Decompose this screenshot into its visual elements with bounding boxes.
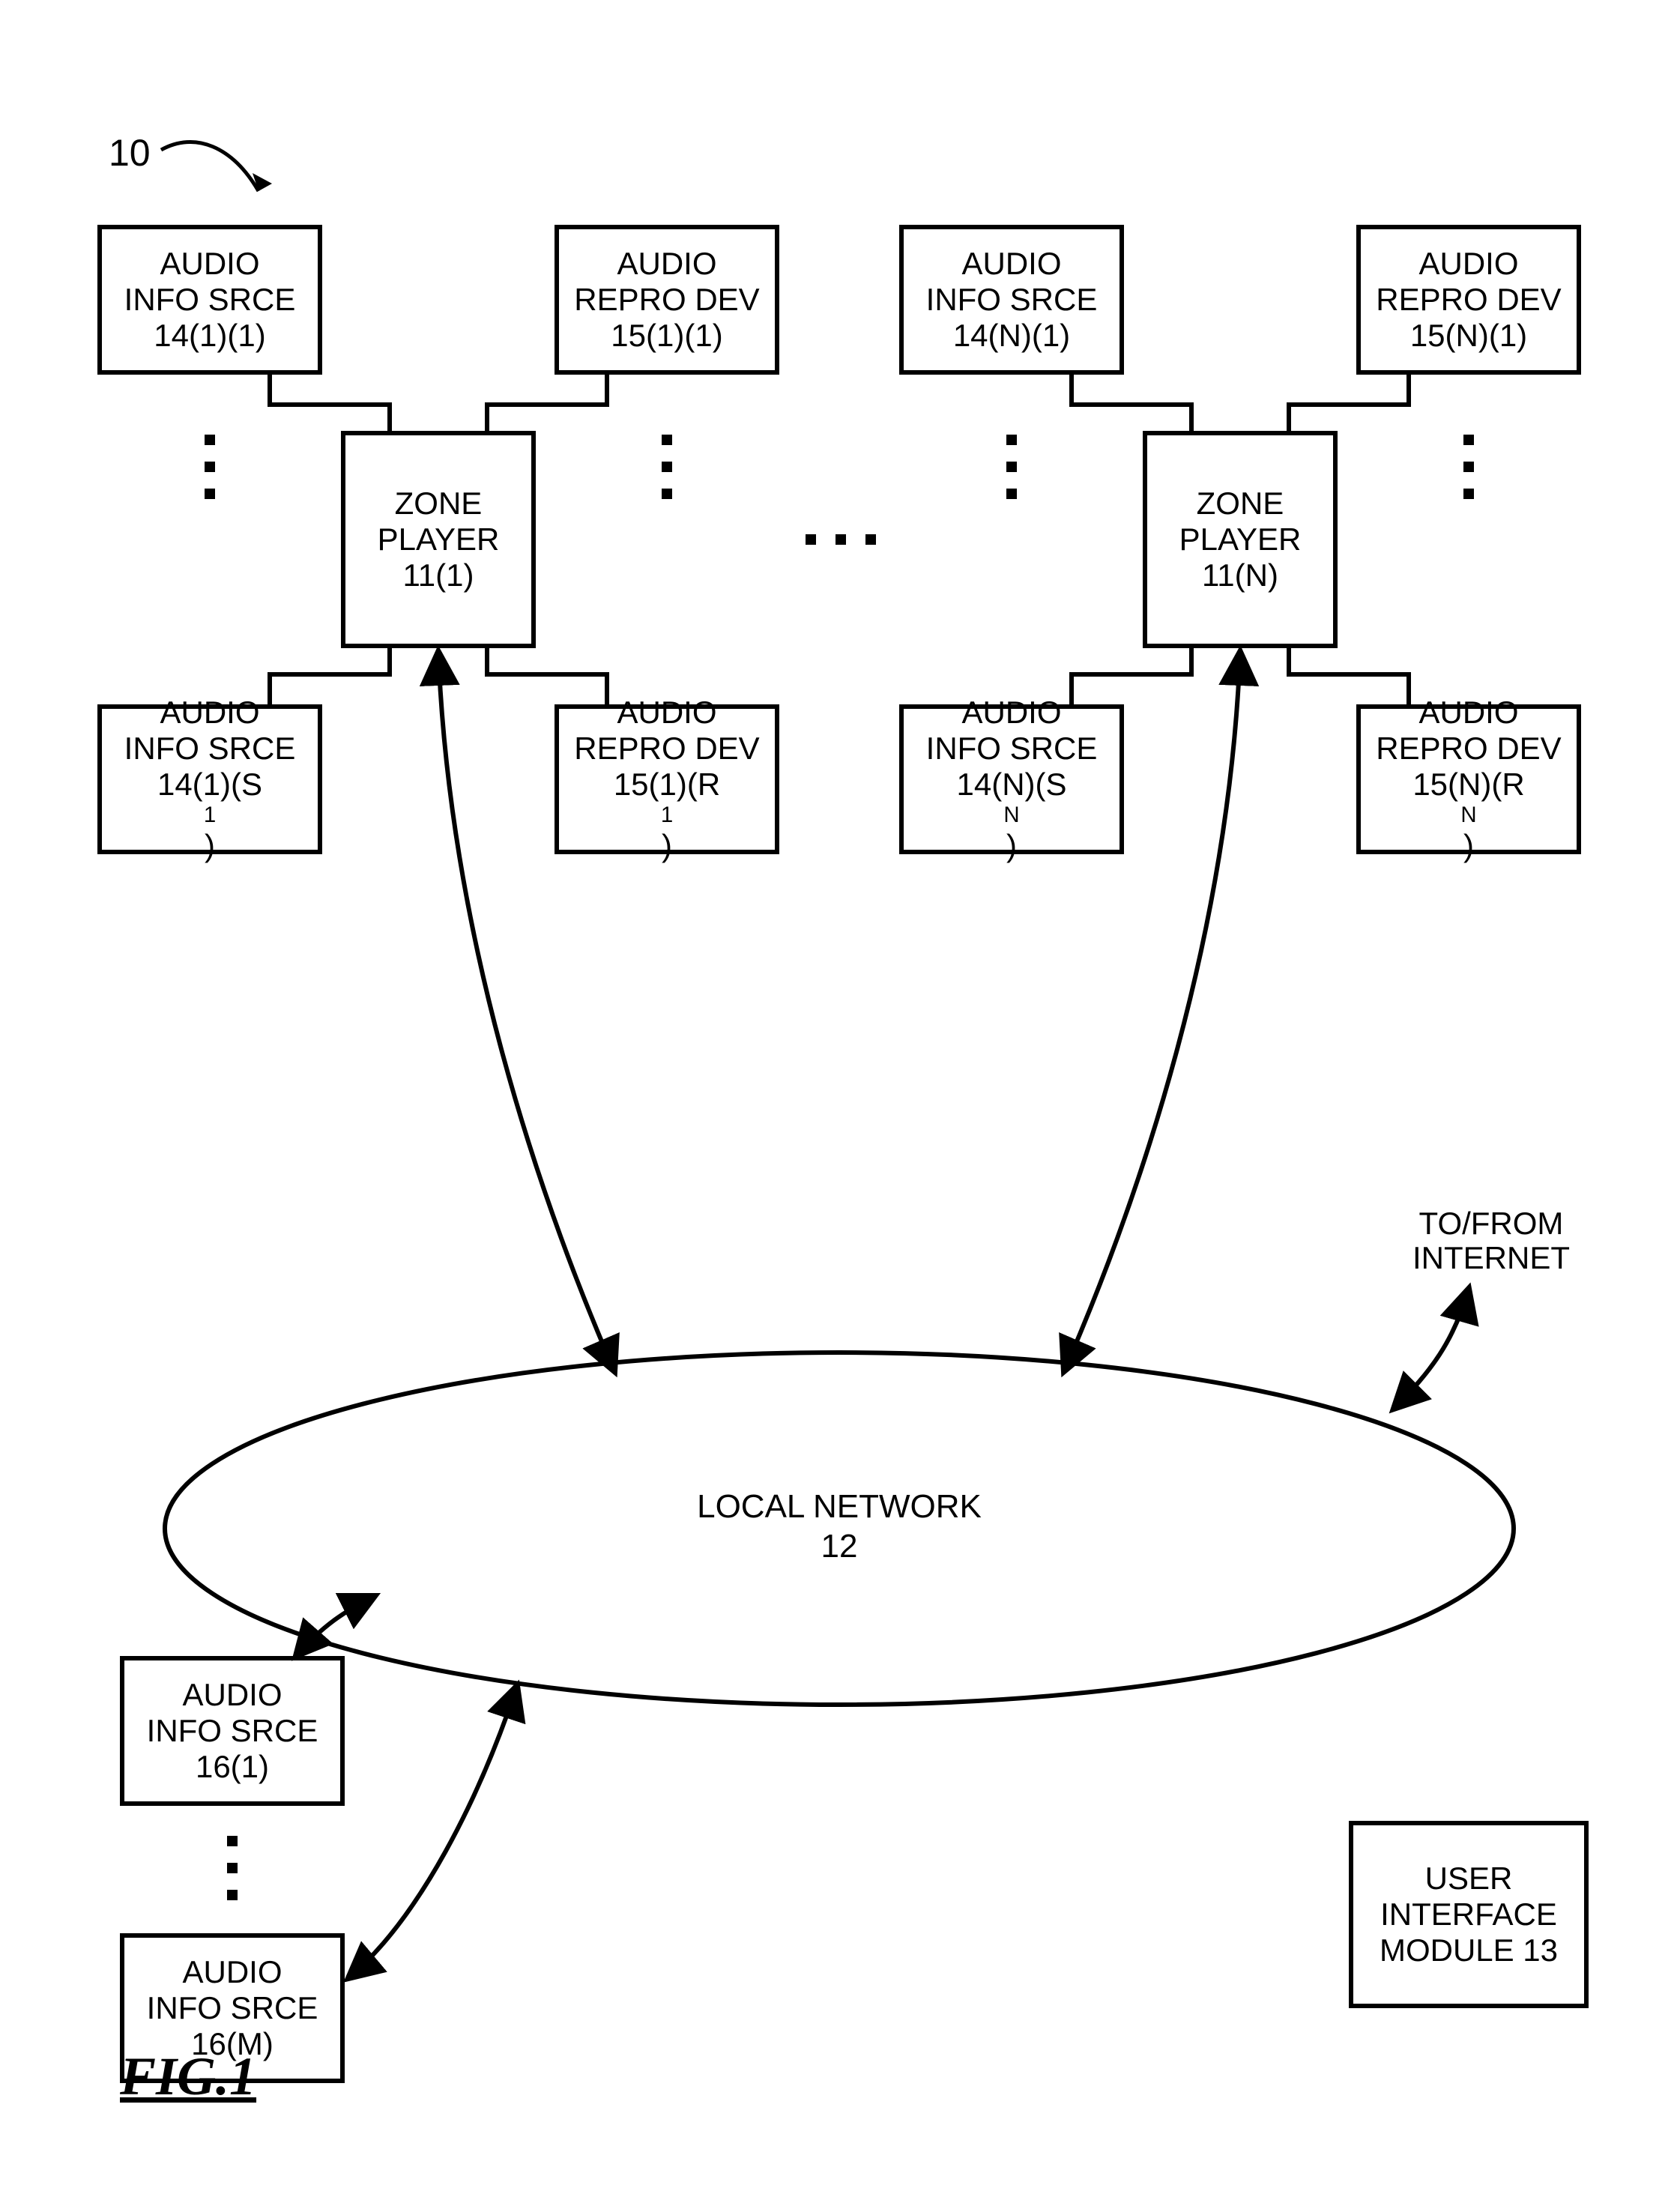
- l2: INFO SRCE: [124, 282, 296, 318]
- l2: INTERFACE: [1380, 1897, 1557, 1932]
- l3: 14(1)(1): [154, 318, 265, 354]
- l3: 14(N)(SN): [956, 767, 1066, 864]
- zone-player-n: ZONE PLAYER 11(N): [1143, 431, 1338, 648]
- l2: PLAYER: [1179, 522, 1302, 557]
- l3: 14(1)(S1): [157, 767, 262, 864]
- ln1: LOCAL NETWORK: [689, 1487, 989, 1527]
- internet-label: TO/FROM INTERNET: [1394, 1206, 1589, 1275]
- l3: 16(1): [196, 1749, 269, 1785]
- l3: MODULE 13: [1380, 1932, 1558, 1968]
- l1: AUDIO: [160, 246, 259, 282]
- l1: AUDIO: [961, 246, 1061, 282]
- l1: AUDIO: [1418, 695, 1518, 731]
- l1: ZONE: [395, 486, 483, 522]
- audio-info-srce-16-1: AUDIO INFO SRCE 16(1): [120, 1656, 345, 1806]
- hdots-between-zones: [806, 534, 876, 545]
- l1: AUDIO: [182, 1677, 282, 1713]
- l1: AUDIO: [617, 246, 716, 282]
- il1: TO/FROM: [1394, 1206, 1589, 1241]
- l3: 15(N)(RN): [1412, 767, 1524, 864]
- l1: USER: [1425, 1861, 1513, 1897]
- l2: INFO SRCE: [124, 731, 296, 767]
- l1: AUDIO: [961, 695, 1061, 731]
- local-network-label: LOCAL NETWORK 12: [689, 1487, 989, 1567]
- l2: PLAYER: [378, 522, 500, 557]
- l3: 11(1): [403, 557, 474, 593]
- l3: 15(1)(1): [611, 318, 722, 354]
- l2: REPRO DEV: [574, 731, 759, 767]
- vdots-dev-1: [662, 435, 672, 499]
- audio-info-srce-n-1: AUDIO INFO SRCE 14(N)(1): [899, 225, 1124, 375]
- audio-repro-dev-1-1: AUDIO REPRO DEV 15(1)(1): [555, 225, 779, 375]
- vdots-src-1: [205, 435, 215, 499]
- l1: AUDIO: [160, 695, 259, 731]
- figure-caption: FIG.1: [120, 2046, 256, 2108]
- l2: INFO SRCE: [147, 1990, 318, 2026]
- l2: REPRO DEV: [1376, 731, 1561, 767]
- l1: AUDIO: [182, 1954, 282, 1990]
- l3: 14(N)(1): [953, 318, 1070, 354]
- vdots-net-src: [227, 1836, 238, 1900]
- l2: REPRO DEV: [1376, 282, 1561, 318]
- l3: 15(1)(R1): [614, 767, 720, 864]
- l1: ZONE: [1197, 486, 1284, 522]
- ref-number-10: 10: [109, 131, 151, 175]
- l2: INFO SRCE: [147, 1713, 318, 1749]
- audio-info-srce-n-sn: AUDIO INFO SRCE 14(N)(SN): [899, 704, 1124, 854]
- il2: INTERNET: [1394, 1241, 1589, 1275]
- vdots-src-n: [1006, 435, 1017, 499]
- fig-text: FIG.1: [120, 2046, 256, 2106]
- l1: AUDIO: [617, 695, 716, 731]
- ref-number-text: 10: [109, 132, 151, 174]
- audio-repro-dev-n-1: AUDIO REPRO DEV 15(N)(1): [1356, 225, 1581, 375]
- l1: AUDIO: [1418, 246, 1518, 282]
- l2: INFO SRCE: [926, 731, 1098, 767]
- l3: 15(N)(1): [1410, 318, 1527, 354]
- audio-repro-dev-1-r1: AUDIO REPRO DEV 15(1)(R1): [555, 704, 779, 854]
- user-interface-module: USER INTERFACE MODULE 13: [1349, 1821, 1589, 2008]
- diagram-canvas: 10 AUDIO INFO SRCE 14(1)(1) AUDIO INFO S…: [0, 0, 1680, 2188]
- zone-player-1: ZONE PLAYER 11(1): [341, 431, 536, 648]
- l2: REPRO DEV: [574, 282, 759, 318]
- l3: 11(N): [1202, 557, 1278, 593]
- vdots-dev-n: [1463, 435, 1474, 499]
- ln2: 12: [689, 1527, 989, 1567]
- audio-repro-dev-n-rn: AUDIO REPRO DEV 15(N)(RN): [1356, 704, 1581, 854]
- audio-info-srce-1-1: AUDIO INFO SRCE 14(1)(1): [97, 225, 322, 375]
- audio-info-srce-1-s1: AUDIO INFO SRCE 14(1)(S1): [97, 704, 322, 854]
- l2: INFO SRCE: [926, 282, 1098, 318]
